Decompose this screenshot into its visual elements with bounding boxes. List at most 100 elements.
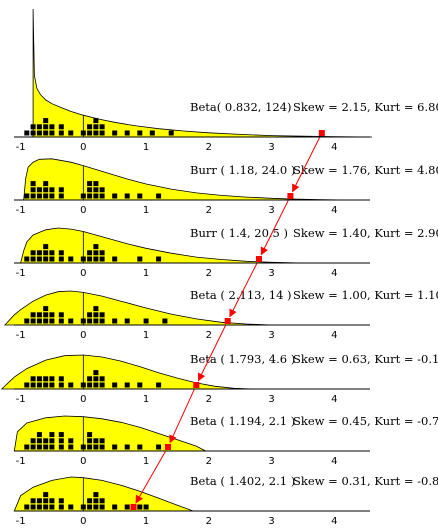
data-point [36, 256, 42, 262]
data-point [36, 444, 42, 450]
tick-label: 2 [206, 142, 212, 153]
tick-label: 0 [80, 516, 86, 527]
tick-label: 1 [143, 205, 149, 216]
stats-label: Skew = 1.00, Kurt = 1.10 [293, 288, 438, 302]
data-point [99, 187, 105, 193]
data-point [49, 187, 55, 193]
connector-arrow [229, 263, 258, 318]
data-point [87, 504, 93, 510]
data-point [124, 444, 130, 450]
tick-label: 4 [331, 456, 337, 467]
data-point [112, 382, 118, 388]
data-point [36, 504, 42, 510]
density-area [0, 354, 253, 390]
data-point [112, 504, 118, 510]
highlight-point [165, 444, 171, 450]
data-point [124, 504, 130, 510]
data-point [168, 130, 174, 136]
tick-label: 0 [80, 330, 86, 341]
density-area [32, 8, 373, 138]
tick-label: 4 [331, 516, 337, 527]
highlight-point [224, 318, 231, 324]
tick-label: 3 [268, 142, 274, 153]
data-point [80, 130, 86, 136]
data-point [30, 130, 36, 136]
data-point [30, 187, 36, 193]
data-point [137, 382, 143, 388]
data-point [99, 498, 105, 504]
data-point [156, 382, 162, 388]
stats-label: Skew = 0.63, Kurt = -0.10 [293, 352, 438, 366]
distribution-label: Beta ( 1.793, 4.6 ) [190, 352, 295, 366]
data-point [58, 504, 64, 510]
data-point [93, 370, 99, 376]
data-point [30, 498, 36, 504]
tick-label: 2 [206, 394, 212, 405]
data-point [49, 124, 55, 130]
data-point [58, 124, 64, 130]
data-point [49, 432, 55, 438]
data-point [49, 376, 55, 382]
data-point [93, 312, 99, 318]
data-point [68, 382, 74, 388]
data-point [43, 118, 49, 124]
data-point [24, 256, 30, 262]
data-point [80, 256, 86, 262]
tick-label: 0 [80, 456, 86, 467]
data-point [58, 438, 64, 444]
data-point [87, 498, 93, 504]
data-point [99, 318, 105, 324]
data-point [80, 382, 86, 388]
data-point [30, 382, 36, 388]
distribution-label: Beta ( 1.402, 2.1 ) [190, 474, 295, 488]
data-point [93, 181, 99, 187]
data-point [93, 376, 99, 382]
data-point [36, 187, 42, 193]
stats-label: Skew = 2.15, Kurt = 6.80 [293, 100, 438, 114]
tick-label: 3 [268, 394, 274, 405]
data-point [137, 193, 143, 199]
data-point [43, 444, 49, 450]
data-point [87, 432, 93, 438]
density-area [13, 415, 206, 452]
data-point [143, 318, 149, 324]
data-point [93, 250, 99, 256]
data-point [58, 130, 64, 136]
data-point [49, 193, 55, 199]
data-point [93, 498, 99, 504]
data-point [99, 504, 105, 510]
data-point [156, 444, 162, 450]
data-point [43, 504, 49, 510]
tick-label: 4 [331, 142, 337, 153]
stats-label: Skew = 1.76, Kurt = 4.80 [293, 163, 438, 177]
data-point [24, 444, 30, 450]
data-point [99, 130, 105, 136]
data-point [36, 498, 42, 504]
data-point [112, 256, 118, 262]
data-point [87, 382, 93, 388]
data-point [49, 256, 55, 262]
data-point [80, 444, 86, 450]
data-point [58, 250, 64, 256]
data-point [36, 382, 42, 388]
data-point [24, 130, 30, 136]
panel-6: -1 0 1 2 3 4 Beta ( 1.194, 2.1 )Skew = 0.45, K… [13, 414, 438, 467]
data-point [43, 306, 49, 312]
highlight-point [130, 504, 137, 510]
data-point [124, 193, 130, 199]
data-point [58, 193, 64, 199]
tick-label: -1 [16, 330, 26, 341]
data-point [93, 124, 99, 130]
tick-label: 1 [143, 516, 149, 527]
data-point [99, 256, 105, 262]
data-point [58, 376, 64, 382]
data-point [80, 318, 86, 324]
tick-label: -1 [16, 205, 26, 216]
panel-1: -1 0 1 2 3 4 Beta( 0.832, 124) Skew = 2.15, Kur… [14, 8, 438, 153]
tick-label: 1 [143, 142, 149, 153]
tick-label: -1 [16, 268, 26, 279]
data-point [87, 124, 93, 130]
data-point [49, 130, 55, 136]
tick-label: 0 [80, 205, 86, 216]
tick-label: 0 [80, 268, 86, 279]
